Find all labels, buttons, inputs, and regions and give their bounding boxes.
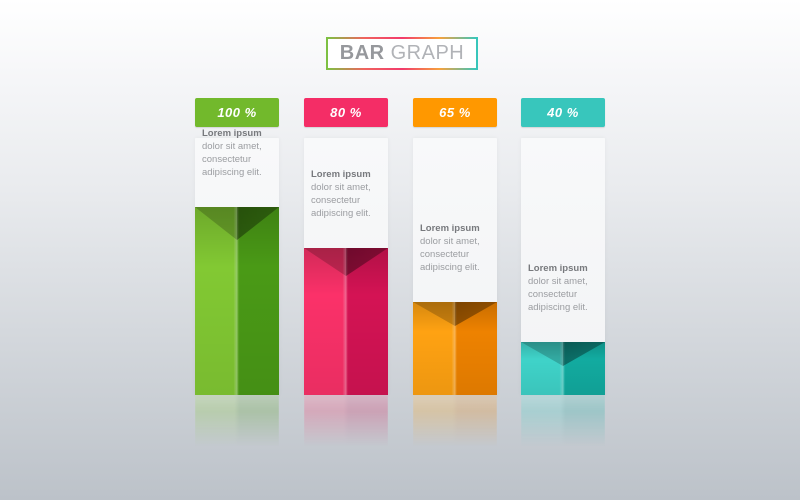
bar-column-1: 100 % Lorem ipsum dolor sit amet, consec… <box>195 98 279 451</box>
description-text: Lorem ipsum dolor sit amet, consectetur … <box>202 127 273 179</box>
title-box: BAR GRAPH <box>326 37 478 70</box>
description-rest: dolor sit amet, consectetur adipiscing e… <box>420 236 480 273</box>
percent-badge: 65 % <box>413 98 497 127</box>
percent-badge: 40 % <box>521 98 605 127</box>
bar-column-3: 65 % Lorem ipsum dolor sit amet, consect… <box>413 98 497 451</box>
bar-top-face <box>195 207 279 240</box>
bar-3d <box>304 248 388 395</box>
description-lead: Lorem ipsum <box>528 263 588 274</box>
title-word-graph: GRAPH <box>390 42 465 64</box>
description-card: Lorem ipsum dolor sit amet, consectetur … <box>521 138 605 451</box>
description-rest: dolor sit amet, consectetur adipiscing e… <box>202 141 262 178</box>
bar-reflection <box>195 395 279 451</box>
description-lead: Lorem ipsum <box>311 169 371 180</box>
description-rest: dolor sit amet, consectetur adipiscing e… <box>311 182 371 219</box>
description-text: Lorem ipsum dolor sit amet, consectetur … <box>528 262 599 314</box>
bar-top-face <box>521 342 605 366</box>
description-rest: dolor sit amet, consectetur adipiscing e… <box>528 276 588 313</box>
bar-column-2: 80 % Lorem ipsum dolor sit amet, consect… <box>304 98 388 451</box>
title-word-bar: BAR <box>339 42 385 64</box>
bar-3d <box>195 207 279 395</box>
description-lead: Lorem ipsum <box>202 128 262 139</box>
bar-3d <box>521 342 605 395</box>
description-card: Lorem ipsum dolor sit amet, consectetur … <box>304 138 388 451</box>
percent-badge: 100 % <box>195 98 279 127</box>
bar-reflection <box>304 395 388 451</box>
bar-top-face <box>413 302 497 326</box>
bar-column-4: 40 % Lorem ipsum dolor sit amet, consect… <box>521 98 605 451</box>
bar-reflection <box>413 395 497 451</box>
description-text: Lorem ipsum dolor sit amet, consectetur … <box>311 168 382 220</box>
bar-3d <box>413 302 497 395</box>
bar-top-face <box>304 248 388 276</box>
description-lead: Lorem ipsum <box>420 223 480 234</box>
percent-badge: 80 % <box>304 98 388 127</box>
bar-reflection <box>521 395 605 451</box>
description-text: Lorem ipsum dolor sit amet, consectetur … <box>420 222 491 274</box>
description-card: Lorem ipsum dolor sit amet, consectetur … <box>195 128 279 451</box>
description-card: Lorem ipsum dolor sit amet, consectetur … <box>413 138 497 451</box>
